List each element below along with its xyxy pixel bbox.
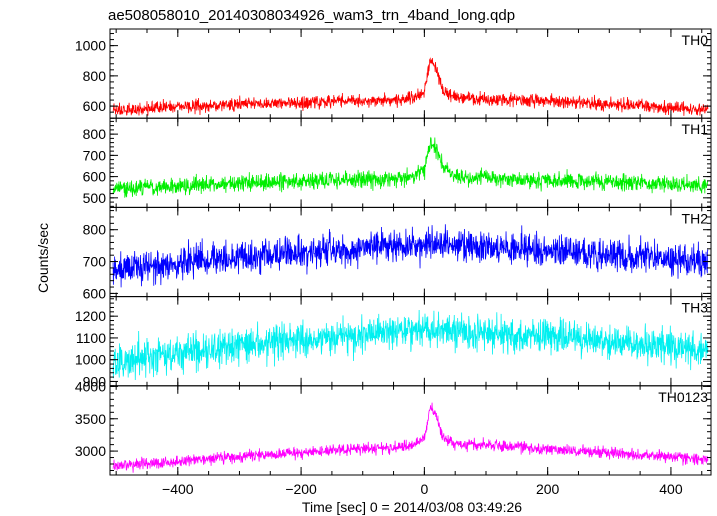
x-axis: −400 −200 0 200 400: [162, 481, 683, 497]
x-tick-label: −200: [285, 481, 317, 497]
chart-title: ae508058010_20140308034926_wam3_trn_4ban…: [108, 7, 515, 24]
y-tick-label: 700: [83, 254, 107, 270]
series-line-th2: [112, 224, 709, 288]
panel-frame: [109, 117, 712, 208]
y-tick-label: 800: [83, 222, 107, 238]
x-tick-label: 400: [659, 481, 683, 497]
panel-th0123: 3000 3500 4000 TH0123: [75, 378, 712, 476]
y-tick-label: 800: [83, 68, 107, 84]
y-tick-label: 3000: [75, 443, 106, 459]
y-axis-label: Counts/sec: [35, 223, 51, 293]
panel-label: TH2: [682, 210, 709, 226]
y-tick-label: 4000: [75, 378, 106, 394]
panel-label: TH0123: [658, 389, 708, 405]
y-tick-label: 1100: [76, 330, 106, 346]
y-tick-label: 600: [83, 169, 107, 185]
panel-th3: 900 1000 1100 1200 TH3: [75, 296, 712, 389]
panel-label: TH1: [682, 121, 709, 137]
panel-label: TH3: [682, 300, 709, 316]
series-line-th0123: [112, 402, 709, 473]
y-tick-label: 500: [83, 190, 107, 206]
y-tick-label: 3500: [75, 411, 106, 427]
panel-label: TH0: [682, 32, 709, 48]
y-tick-label: 700: [83, 147, 107, 163]
panel-th2: 600 700 800 TH2: [83, 206, 712, 301]
x-tick-label: −400: [162, 481, 194, 497]
x-tick-label: 0: [420, 481, 428, 497]
series-line-th1: [112, 136, 709, 198]
series-line-th3: [112, 309, 709, 381]
y-tick-label: 1200: [75, 308, 106, 324]
panel-th1: 500 600 700 800 TH1: [83, 117, 712, 208]
y-tick-label: 900: [83, 373, 107, 389]
panels-layer: 600 800 1000 TH0 500 600 700 800 TH1 600 700 800 TH2…: [75, 28, 712, 476]
y-tick-label: 600: [83, 98, 107, 114]
x-tick-label: 200: [536, 481, 560, 497]
series-line-th0: [112, 57, 709, 116]
y-tick-label: 800: [83, 126, 107, 142]
y-tick-label: 1000: [75, 352, 106, 368]
y-tick-label: 600: [83, 285, 107, 301]
panel-th0: 600 800 1000 TH0: [75, 28, 712, 119]
x-axis-label: Time [sec] 0 = 2014/03/08 03:49:26: [302, 499, 522, 515]
y-tick-label: 1000: [75, 38, 106, 54]
panel-frame: [109, 385, 712, 476]
